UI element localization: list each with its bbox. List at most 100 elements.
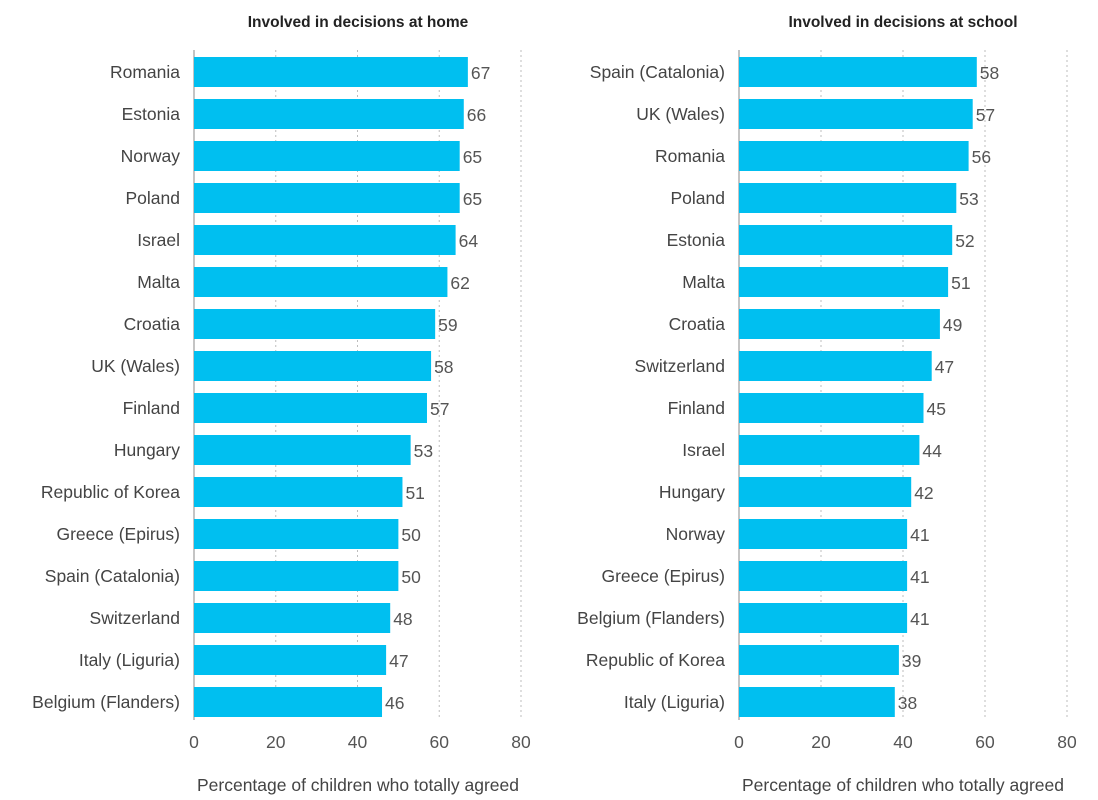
category-label: Poland	[671, 188, 726, 208]
category-label: Israel	[682, 440, 725, 460]
data-label: 52	[955, 231, 974, 251]
bar	[194, 351, 432, 381]
data-label: 58	[434, 357, 453, 377]
bar	[194, 435, 411, 465]
bar	[739, 435, 920, 465]
data-label: 66	[467, 105, 486, 125]
x-tick-label: 0	[734, 732, 744, 752]
data-label: 53	[414, 441, 433, 461]
bar	[194, 519, 399, 549]
x-tick-label: 60	[430, 732, 450, 752]
bar	[739, 183, 957, 213]
category-label: Republic of Korea	[41, 482, 180, 502]
panel-school: Involved in decisions at school Percenta…	[577, 14, 1077, 795]
category-label: Malta	[682, 272, 725, 292]
category-label: Hungary	[114, 440, 180, 460]
data-label: 39	[902, 651, 921, 671]
bar	[194, 267, 448, 297]
bar	[194, 393, 427, 423]
bar	[739, 309, 940, 339]
category-label: Belgium (Flanders)	[32, 692, 180, 712]
x-tick-label: 40	[893, 732, 913, 752]
bar	[739, 561, 908, 591]
data-label: 47	[389, 651, 408, 671]
data-label: 42	[914, 483, 933, 503]
data-label: 41	[910, 609, 929, 629]
category-label: Romania	[655, 146, 725, 166]
panel-home: Involved in decisions at home Percentage…	[32, 14, 531, 795]
category-label: UK (Wales)	[91, 356, 180, 376]
category-label: Spain (Catalonia)	[590, 62, 725, 82]
bar	[739, 687, 895, 717]
category-label: Croatia	[669, 314, 726, 334]
bar	[739, 141, 969, 171]
category-label: Hungary	[659, 482, 725, 502]
data-label: 56	[972, 147, 991, 167]
data-label: 51	[951, 273, 970, 293]
x-tick-label: 40	[348, 732, 368, 752]
category-label: Estonia	[122, 104, 181, 124]
x-tick-label: 20	[266, 732, 286, 752]
data-label: 41	[910, 525, 929, 545]
data-label: 67	[471, 63, 490, 83]
category-label: Romania	[110, 62, 180, 82]
data-label: 57	[430, 399, 449, 419]
category-label: Norway	[121, 146, 181, 166]
category-label: Greece (Epirus)	[56, 524, 180, 544]
bar	[194, 561, 399, 591]
category-label: Croatia	[124, 314, 181, 334]
data-label: 44	[922, 441, 942, 461]
bar	[194, 477, 403, 507]
data-label: 46	[385, 693, 404, 713]
data-label: 62	[450, 273, 469, 293]
bar	[739, 519, 908, 549]
x-tick-label: 80	[511, 732, 531, 752]
x-axis-label: Percentage of children who totally agree…	[742, 775, 1064, 795]
category-label: Poland	[126, 188, 181, 208]
x-tick-label: 20	[811, 732, 831, 752]
category-label: Finland	[123, 398, 180, 418]
bar	[739, 477, 912, 507]
category-label: UK (Wales)	[636, 104, 725, 124]
data-label: 65	[463, 189, 482, 209]
category-label: Italy (Liguria)	[624, 692, 725, 712]
x-tick-label: 0	[189, 732, 199, 752]
bar	[194, 225, 456, 255]
bar	[194, 645, 387, 675]
data-label: 48	[393, 609, 412, 629]
data-label: 41	[910, 567, 929, 587]
category-label: Malta	[137, 272, 180, 292]
bar	[739, 225, 953, 255]
data-label: 53	[959, 189, 978, 209]
bar	[194, 141, 460, 171]
data-label: 49	[943, 315, 962, 335]
data-label: 64	[459, 231, 479, 251]
data-label: 45	[927, 399, 946, 419]
data-label: 58	[980, 63, 999, 83]
category-label: Switzerland	[635, 356, 725, 376]
bar	[739, 603, 908, 633]
category-label: Belgium (Flanders)	[577, 608, 725, 628]
bar	[739, 267, 949, 297]
x-tick-label: 80	[1057, 732, 1077, 752]
category-label: Finland	[668, 398, 725, 418]
panel-title: Involved in decisions at home	[248, 14, 469, 31]
bar	[194, 603, 391, 633]
data-label: 59	[438, 315, 457, 335]
bar	[739, 393, 924, 423]
data-label: 65	[463, 147, 482, 167]
panel-title: Involved in decisions at school	[788, 14, 1017, 31]
category-label: Greece (Epirus)	[601, 566, 725, 586]
category-label: Switzerland	[90, 608, 180, 628]
category-label: Israel	[137, 230, 180, 250]
bar	[739, 99, 973, 129]
category-label: Estonia	[667, 230, 726, 250]
data-label: 57	[976, 105, 995, 125]
bar	[194, 183, 460, 213]
category-label: Italy (Liguria)	[79, 650, 180, 670]
bar	[739, 645, 899, 675]
bar	[739, 351, 932, 381]
data-label: 50	[401, 525, 421, 545]
